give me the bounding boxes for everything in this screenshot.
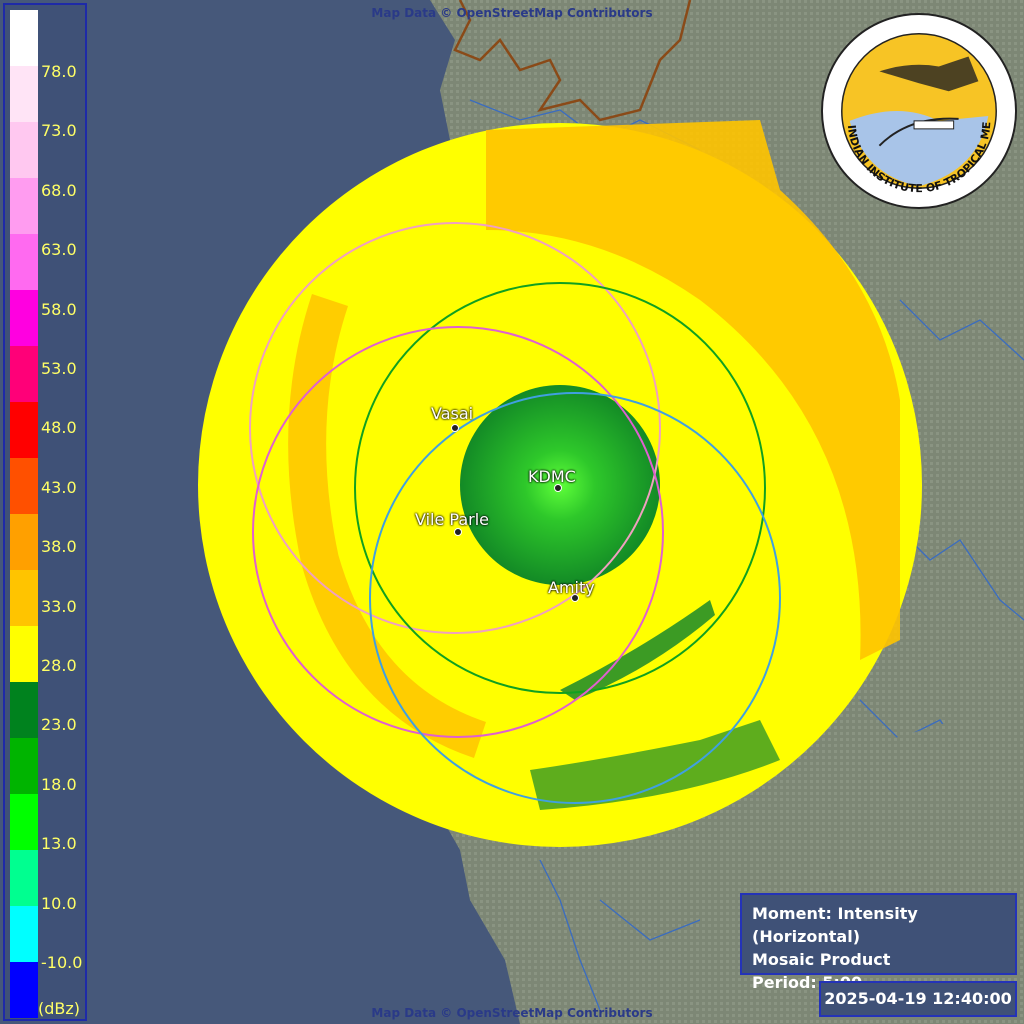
product-label: Mosaic Product [752, 950, 891, 969]
legend-color-bar [10, 10, 38, 1018]
legend-swatch [10, 738, 38, 795]
marker-amity[interactable] [571, 594, 579, 602]
legend-label: 63.0 [41, 240, 77, 259]
coverage-rings [249, 222, 781, 804]
legend-label: 18.0 [41, 775, 77, 794]
marker-vile-parle[interactable] [454, 528, 462, 536]
legend-label: 68.0 [41, 181, 77, 200]
legend-swatch [10, 626, 38, 683]
timestamp: 2025-04-19 12:40:00 [824, 989, 1012, 1008]
map-attribution-bottom: Map Data © OpenStreetMap Contributors [371, 1006, 653, 1020]
radar-orange-band [486, 120, 900, 660]
legend-swatch [10, 906, 38, 963]
legend-label: -10.0 [41, 953, 83, 972]
legend-swatch [10, 514, 38, 571]
legend-label: 33.0 [41, 597, 77, 616]
legend-swatch [10, 570, 38, 627]
moment-label: Moment: Intensity (Horizontal) [752, 904, 918, 946]
legend-swatch [10, 290, 38, 347]
legend-swatch [10, 794, 38, 851]
color-legend: 78.0 73.0 68.0 63.0 58.0 53.0 48.0 43.0 … [3, 3, 87, 1021]
iitm-logo: INDIAN INSTITUTE OF TROPICAL METEOROLOGY… [820, 12, 1018, 210]
map-attribution-top: Map Data © OpenStreetMap Contributors [371, 6, 653, 20]
legend-label: 10.0 [41, 894, 77, 913]
legend-label: 78.0 [41, 62, 77, 81]
legend-unit: (dBz) [38, 999, 81, 1018]
ring-kdmc [354, 282, 766, 694]
legend-label: 58.0 [41, 300, 77, 319]
ring-vasai [249, 222, 661, 634]
legend-label: 23.0 [41, 715, 77, 734]
legend-swatch [10, 234, 38, 291]
legend-label: 53.0 [41, 359, 77, 378]
legend-swatch [10, 346, 38, 403]
legend-label: 73.0 [41, 121, 77, 140]
city-label-vile-parle: Vile Parle [415, 510, 490, 529]
info-panel: Moment: Intensity (Horizontal) Mosaic Pr… [740, 893, 1017, 992]
legend-swatch [10, 962, 38, 1018]
legend-label: 28.0 [41, 656, 77, 675]
ring-amity [369, 392, 781, 804]
legend-label: 13.0 [41, 834, 77, 853]
timestamp-box: 2025-04-19 12:40:00 [819, 981, 1017, 1017]
city-label-vasai: Vasai [431, 404, 474, 423]
legend-swatch [10, 122, 38, 179]
marker-vasai[interactable] [451, 424, 459, 432]
radar-green-speckle [530, 720, 780, 810]
ring-vile-parle [252, 326, 664, 738]
legend-swatch [10, 402, 38, 459]
legend-label: 48.0 [41, 418, 77, 437]
city-markers [451, 424, 579, 602]
legend-swatch [10, 850, 38, 907]
legend-swatch [10, 10, 38, 67]
legend-label: 43.0 [41, 478, 77, 497]
legend-swatch [10, 66, 38, 123]
city-label-kdmc: KDMC [528, 467, 576, 486]
radar-orange-ring [288, 293, 487, 759]
city-label-amity: Amity [548, 578, 595, 597]
legend-label: 38.0 [41, 537, 77, 556]
legend-swatch [10, 178, 38, 235]
radar-green-streak [560, 600, 715, 700]
marker-kdmc[interactable] [554, 484, 562, 492]
legend-swatch [10, 458, 38, 515]
legend-swatch [10, 682, 38, 739]
state-boundary [453, 0, 692, 122]
